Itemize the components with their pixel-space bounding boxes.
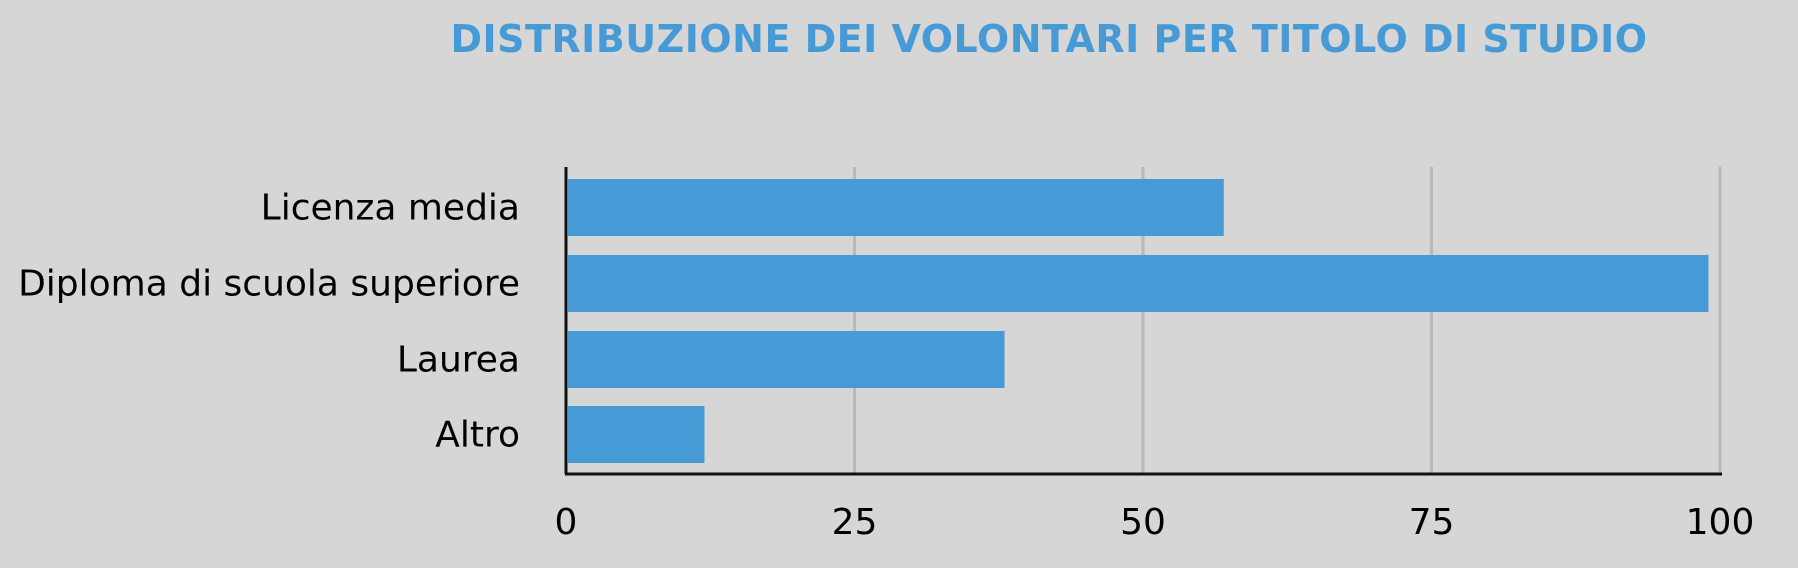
axes	[564, 167, 1722, 476]
bars-group	[568, 179, 1709, 463]
category-label: Licenza media	[261, 188, 520, 229]
bar	[568, 331, 1005, 388]
x-tick-label: 75	[1409, 502, 1455, 543]
category-label: Altro	[435, 415, 520, 456]
x-tick-label: 100	[1686, 502, 1755, 543]
tick-labels: 0 25 50 75 100	[555, 502, 1755, 543]
bar	[568, 406, 705, 463]
bar	[568, 255, 1709, 312]
x-tick-label: 0	[555, 502, 578, 543]
chart-title: DISTRIBUZIONE DEI VOLONTARI PER TITOLO D…	[450, 17, 1647, 61]
x-tick-label: 25	[832, 502, 878, 543]
x-tick-label: 50	[1120, 502, 1166, 543]
bar	[568, 179, 1224, 236]
category-label: Diploma di scuola superiore	[18, 264, 520, 305]
category-labels: Licenza media Diploma di scuola superiore…	[18, 188, 520, 456]
category-label: Laurea	[397, 340, 520, 381]
